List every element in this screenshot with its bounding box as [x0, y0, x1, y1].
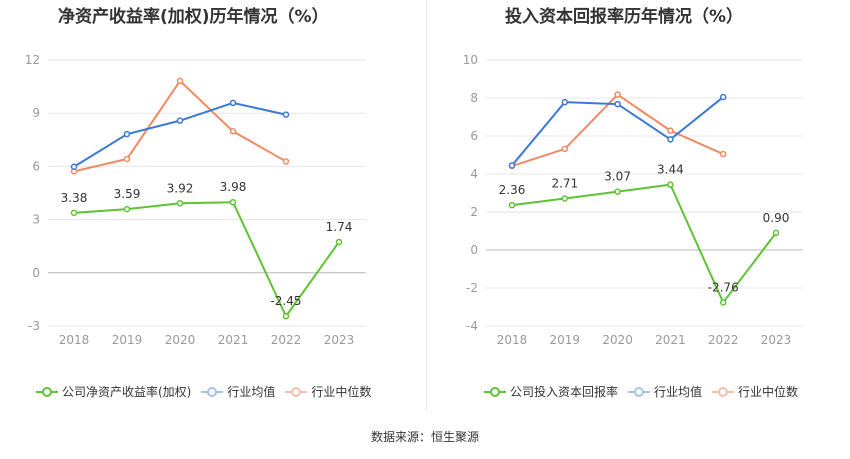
legend2-avg-label: 行业均值 — [654, 385, 703, 399]
chart2-y-tick-label: -2 — [466, 281, 478, 295]
chart2-series-line-company — [511, 183, 777, 305]
chart1-data-label: 3.38 — [61, 191, 88, 205]
chart1-point-avg — [176, 117, 184, 124]
chart2-y-tick-label: 2 — [470, 205, 478, 219]
chart2-x-tick-label: 2022 — [708, 333, 739, 347]
chart1-series-line-avg — [73, 101, 287, 168]
chart1-x-tick-label: 2020 — [165, 333, 196, 347]
chart2-point-company — [561, 195, 569, 202]
legend2-item-median[interactable]: 行业中位数 — [712, 383, 798, 400]
chart1-x-tick-label: 2019 — [112, 333, 143, 347]
chart2-y-tick-label: 10 — [463, 53, 478, 67]
chart2-x-tick-label: 2018 — [497, 333, 528, 347]
chart2-point-company — [614, 188, 621, 195]
chart1-point-company — [70, 209, 78, 217]
chart2-point-avg — [667, 136, 674, 143]
chart1-x-tick-label: 2023 — [324, 333, 355, 347]
chart1-data-label: -2.45 — [270, 294, 301, 308]
legend-item-company[interactable]: 公司净资产收益率(加权) — [36, 383, 191, 400]
chart2-y-tick-label: 6 — [470, 129, 478, 143]
chart2-data-label: 3.07 — [604, 170, 631, 184]
chart2-point-avg — [614, 100, 621, 108]
chart2-point-avg — [561, 98, 569, 106]
chart2-point-company — [719, 299, 727, 306]
chart2-data-label: 3.44 — [657, 163, 684, 177]
chart1-y-tick-label: 6 — [32, 159, 40, 173]
chart1-point-company — [335, 238, 343, 246]
chart1-point-avg — [123, 130, 131, 138]
chart1-y-tick-label: -3 — [28, 319, 40, 333]
chart1-data-label: 1.74 — [326, 220, 353, 234]
chart2-point-company — [772, 229, 780, 237]
chart2-point-company — [508, 201, 516, 209]
chart2-point-median — [614, 91, 621, 98]
chart1-x-tick-label: 2018 — [59, 333, 90, 347]
chart1-point-avg — [70, 163, 78, 171]
legend-avg-label: 行业均值 — [227, 385, 276, 399]
chart1-point-median — [176, 77, 184, 85]
chart2-x-tick-label: 2019 — [550, 333, 581, 347]
chart1-series-line-median — [73, 79, 287, 173]
chart1-y-tick-label: 0 — [32, 266, 40, 280]
legend2-item-company[interactable]: 公司投入资本回报率 — [484, 383, 618, 400]
chart2-point-median — [719, 150, 727, 158]
chart1-title: 净资产收益率(加权)历年情况（%） — [58, 7, 329, 27]
chart1-point-company — [229, 198, 237, 206]
panel-divider — [426, 0, 427, 410]
chart2-x-tick-label: 2021 — [655, 333, 686, 347]
chart1-point-avg — [229, 99, 237, 107]
legend2-item-avg[interactable]: 行业均值 — [628, 383, 702, 400]
chart2-x-tick-label: 2023 — [761, 333, 792, 347]
legend-item-avg[interactable]: 行业均值 — [201, 383, 275, 400]
chart1-point-company — [176, 200, 184, 207]
chart1-x-tick-label: 2022 — [271, 333, 302, 347]
chart2-point-median — [561, 145, 569, 153]
chart1-data-label: 3.98 — [220, 180, 247, 194]
chart2-point-avg — [719, 93, 727, 101]
chart2-title: 投入资本回报率历年情况（%） — [505, 7, 744, 27]
chart1-point-median — [282, 158, 290, 165]
chart2-point-avg — [508, 162, 516, 169]
chart1-y-tick-label: 12 — [25, 53, 40, 67]
chart2-data-label: 2.71 — [551, 177, 578, 191]
chart2-data-label: 2.36 — [499, 183, 526, 197]
legend2-company-marker — [484, 386, 506, 398]
chart2-y-tick-label: 8 — [470, 91, 478, 105]
chart1-point-median — [123, 155, 131, 163]
legend2-median-marker — [712, 386, 735, 398]
chart2-data-label: 0.90 — [763, 211, 790, 225]
legend2-median-label: 行业中位数 — [738, 385, 799, 399]
legend-median-label: 行业中位数 — [311, 385, 372, 399]
chart2-y-tick-label: -4 — [466, 319, 478, 333]
chart1-legend: 公司净资产收益率(加权) 行业均值 行业中位数 — [36, 383, 381, 400]
chart1-point-company — [282, 312, 290, 320]
chart2-point-company — [667, 181, 674, 188]
chart1-y-tick-label: 9 — [32, 106, 40, 120]
chart1-point-avg — [282, 111, 290, 118]
chart2-data-label: -2.76 — [708, 280, 739, 294]
chart1-data-label: 3.92 — [167, 181, 194, 195]
chart2-x-tick-label: 2020 — [602, 333, 633, 347]
legend-item-median[interactable]: 行业中位数 — [285, 383, 371, 400]
legend-company-label: 公司净资产收益率(加权) — [62, 385, 192, 399]
chart1-x-tick-label: 2021 — [218, 333, 249, 347]
legend-median-marker — [285, 386, 308, 398]
legend2-company-label: 公司投入资本回报率 — [510, 385, 619, 399]
chart2-point-median — [667, 127, 674, 134]
chart2-y-tick-label: 4 — [470, 167, 478, 181]
chart1-series-line-company — [73, 201, 340, 319]
chart1-y-tick-label: 3 — [32, 213, 40, 227]
chart1-data-label: 3.59 — [114, 187, 141, 201]
chart2-legend: 公司投入资本回报率 行业均值 行业中位数 — [484, 383, 808, 400]
data-source: 数据来源：恒生聚源 — [370, 430, 479, 444]
legend-company-marker — [36, 386, 58, 398]
legend-avg-marker — [201, 386, 224, 398]
chart2-y-tick-label: 0 — [470, 243, 478, 257]
chart1-point-median — [229, 128, 237, 135]
chart1-point-company — [123, 205, 131, 213]
legend2-avg-marker — [628, 386, 651, 398]
